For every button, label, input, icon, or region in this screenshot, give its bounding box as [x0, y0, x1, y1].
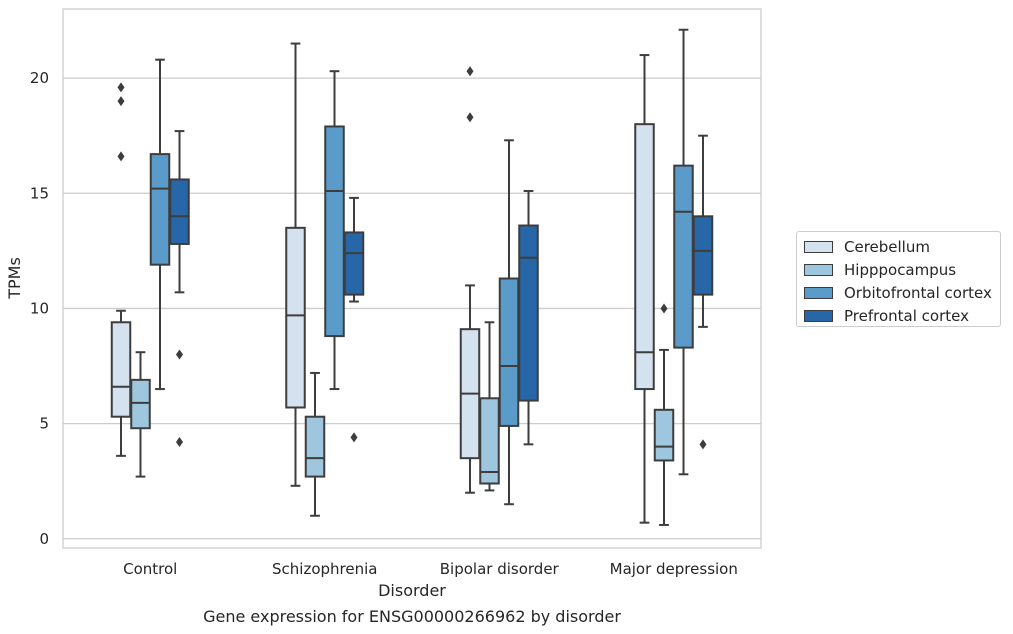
- iqr-box: [130, 378, 151, 430]
- outlier-point: [350, 432, 358, 443]
- outlier-point: [699, 439, 707, 450]
- outlier-point: [176, 349, 183, 360]
- legend-item: Cerebellum: [804, 235, 1000, 258]
- legend-label: Orbitofrontal cortex: [844, 283, 992, 302]
- legend-label: Prefrontal cortex: [844, 306, 969, 325]
- box-prefrontal-cortex: [692, 134, 714, 450]
- box-orbitofrontal-cortex: [149, 58, 171, 391]
- x-tick-label: Bipolar disorder: [440, 560, 560, 578]
- box-orbitofrontal-cortex: [324, 70, 345, 391]
- iqr-box: [343, 231, 365, 296]
- iqr-box: [324, 125, 345, 338]
- plot-frame: [62, 8, 762, 549]
- box-hipppocampus: [304, 371, 326, 517]
- legend-item: Orbitofrontal cortex: [804, 281, 1000, 304]
- box-prefrontal-cortex: [343, 196, 365, 443]
- outlier-point: [466, 112, 474, 123]
- iqr-box: [653, 408, 675, 462]
- legend-swatch: [804, 286, 833, 299]
- iqr-box: [304, 415, 326, 478]
- legend-item: Hipppocampus: [804, 258, 1000, 281]
- outlier-point: [176, 437, 183, 448]
- iqr-box: [518, 224, 539, 402]
- legend-label: Hipppocampus: [844, 260, 957, 279]
- iqr-box: [692, 215, 714, 296]
- x-tick-label: Schizophrenia: [272, 560, 377, 578]
- box-prefrontal-cortex: [169, 130, 190, 448]
- iqr-box: [673, 164, 694, 349]
- legend: Cerebellum Hipppocampus Orbitofrontal cort…: [796, 231, 1001, 327]
- x-tick-label: Major depression: [610, 560, 738, 578]
- y-tick-label: 20: [30, 69, 49, 87]
- x-tick-label: Control: [123, 560, 177, 578]
- box-orbitofrontal-cortex: [673, 28, 694, 476]
- chart-title: Gene expression for ENSG00000266962 by d…: [203, 607, 621, 626]
- legend-swatch: [804, 240, 833, 253]
- y-axis-title: TPMs: [5, 257, 24, 300]
- box-cerebellum: [634, 54, 655, 524]
- outlier-point: [117, 151, 125, 162]
- box-hipppocampus: [479, 321, 500, 492]
- y-tick-label: 10: [30, 299, 49, 317]
- gridlines: [63, 77, 761, 540]
- legend-item: Prefrontal cortex: [804, 304, 1000, 327]
- iqr-box: [169, 178, 190, 245]
- box-prefrontal-cortex: [518, 189, 539, 446]
- y-axis-ticks: 0 5 10 15 20: [30, 69, 49, 548]
- x-axis-title: Disorder: [378, 581, 446, 600]
- iqr-box: [110, 321, 132, 418]
- legend-swatch: [804, 309, 833, 322]
- legend-label: Cerebellum: [844, 237, 930, 256]
- outlier-point: [117, 96, 125, 107]
- outlier-point: [660, 303, 668, 314]
- iqr-box: [149, 153, 171, 266]
- box-cerebellum: [285, 42, 306, 487]
- outlier-point: [466, 66, 474, 77]
- iqr-box: [498, 277, 520, 427]
- boxes-layer: [110, 28, 714, 526]
- y-tick-label: 15: [30, 184, 49, 202]
- box-cerebellum: [110, 82, 132, 457]
- box-hipppocampus: [130, 351, 151, 478]
- x-axis-ticks: Control Schizophrenia Bipolar disorder Majo…: [123, 560, 738, 578]
- legend-swatch: [804, 263, 833, 276]
- iqr-box: [634, 123, 655, 391]
- y-tick-label: 5: [39, 415, 49, 433]
- iqr-box: [479, 397, 500, 485]
- y-tick-label: 0: [39, 530, 49, 548]
- box-cerebellum: [459, 66, 481, 494]
- outlier-point: [117, 82, 125, 93]
- iqr-box: [285, 226, 306, 409]
- box-orbitofrontal-cortex: [498, 139, 520, 506]
- box-hipppocampus: [653, 303, 675, 526]
